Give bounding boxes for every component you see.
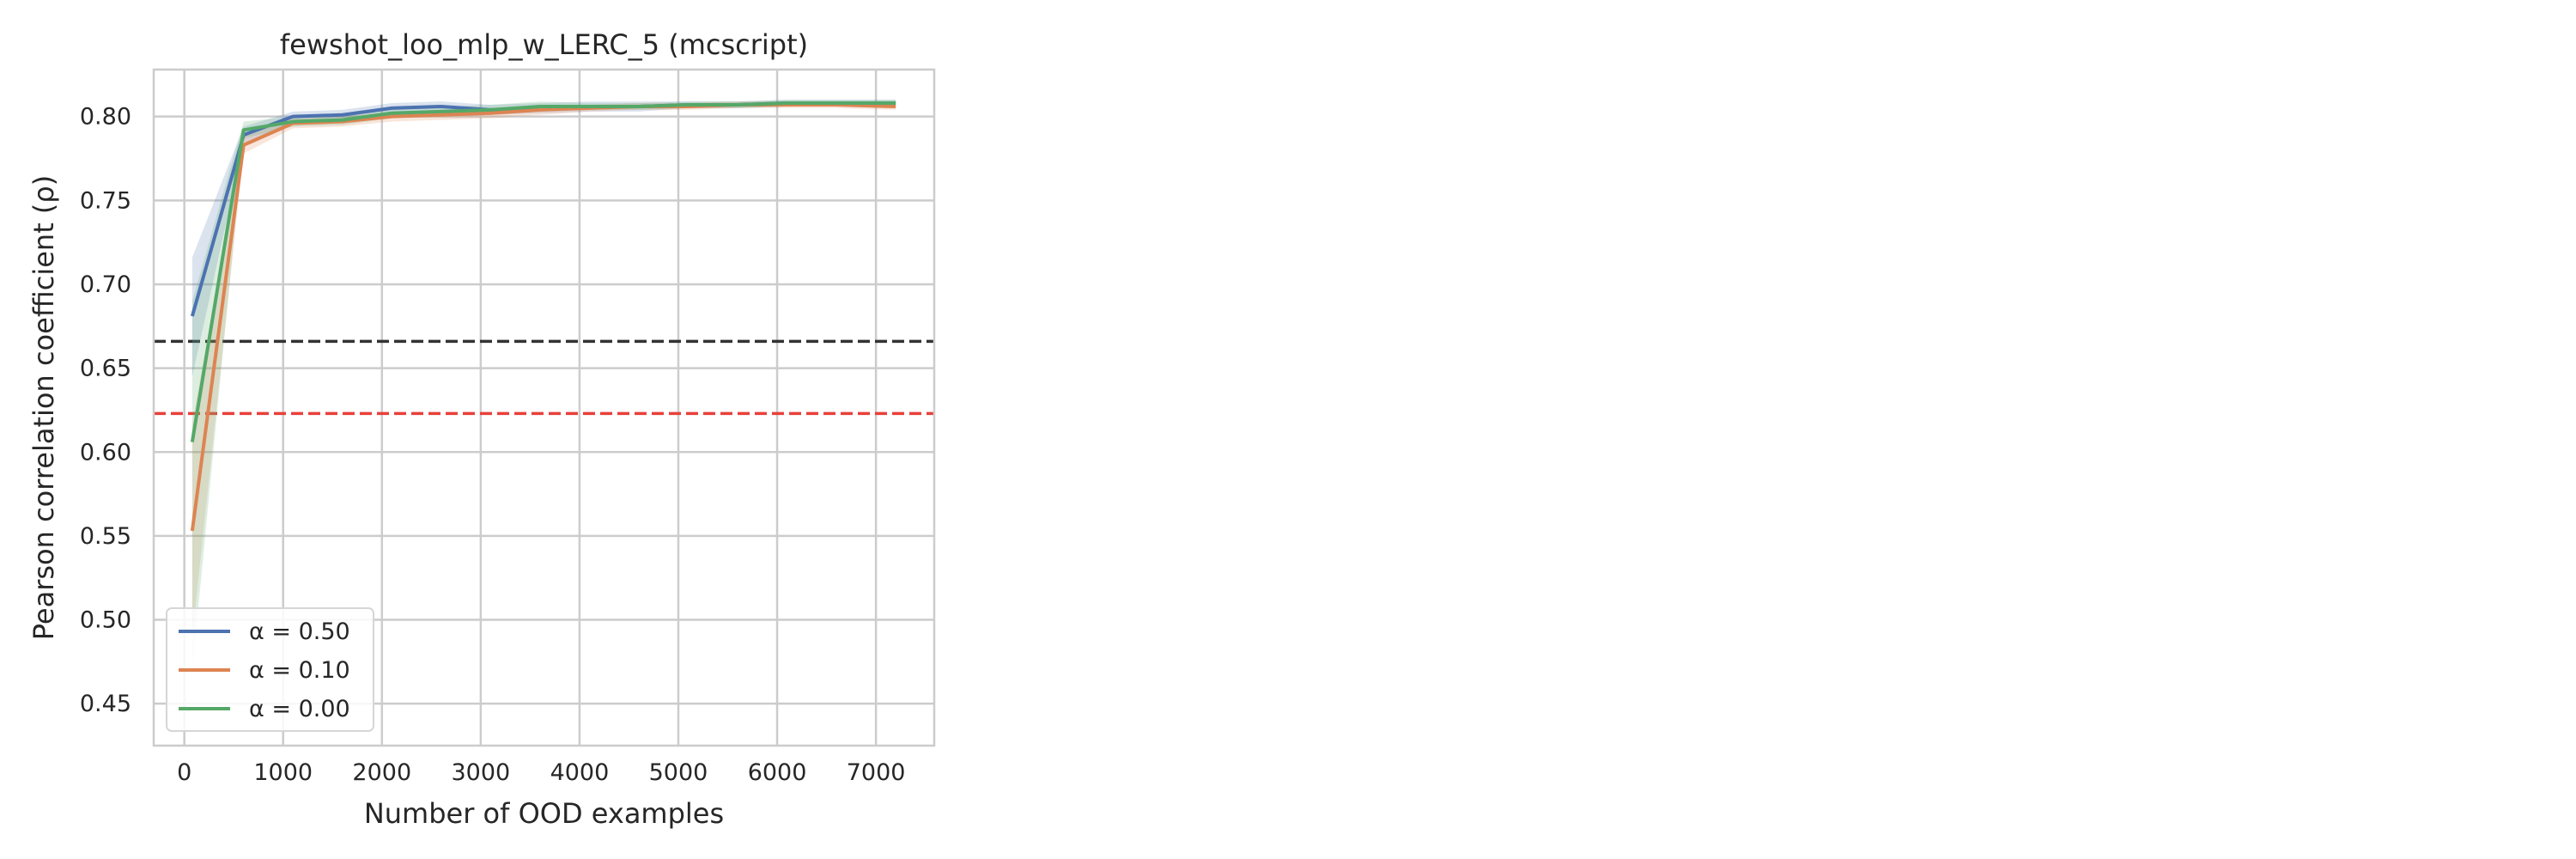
- grid: [154, 70, 934, 746]
- x-tick-label: 4000: [550, 759, 610, 786]
- y-tick-label: 0.65: [80, 356, 131, 382]
- reference-lines: [154, 339, 934, 416]
- series-line: [190, 101, 896, 442]
- x-tick-label: 2000: [352, 759, 411, 786]
- x-tick-label: 7000: [847, 759, 906, 786]
- y-tick-label: 0.80: [80, 104, 131, 131]
- plot-frame: [152, 68, 936, 747]
- y-tick-label: 0.70: [80, 271, 131, 298]
- y-tick-label: 0.75: [80, 187, 131, 214]
- legend-label: α = 0.10: [249, 657, 350, 684]
- x-tick-label: 5000: [649, 759, 708, 786]
- x-tick-label: 6000: [748, 759, 807, 786]
- y-tick-label: 0.45: [80, 691, 131, 717]
- y-tick-labels: 0.45 0.50 0.55 0.60 0.65 0.70 0.75 0.80: [80, 104, 131, 717]
- legend-label: α = 0.50: [249, 618, 350, 645]
- x-tick-label: 3000: [452, 759, 511, 786]
- y-tick-label: 0.60: [80, 439, 131, 466]
- x-axis-title: Number of OOD examples: [364, 797, 724, 830]
- x-tick-label: 0: [177, 759, 191, 786]
- x-tick-label: 1000: [253, 759, 313, 786]
- legend: α = 0.50 α = 0.10 α = 0.00: [166, 607, 374, 732]
- y-tick-label: 0.50: [80, 607, 131, 634]
- y-tick-label: 0.55: [80, 523, 131, 550]
- y-axis-title: Pearson correlation coefficient (ρ): [27, 175, 60, 640]
- chart-title: fewshot_loo_mlp_w_LERC_5 (mcscript): [280, 28, 808, 61]
- legend-label: α = 0.00: [249, 696, 350, 722]
- legend-box: [166, 607, 374, 732]
- series-lines: [190, 101, 896, 532]
- x-tick-labels: 0 1000 2000 3000 4000 5000 6000 7000: [177, 759, 905, 786]
